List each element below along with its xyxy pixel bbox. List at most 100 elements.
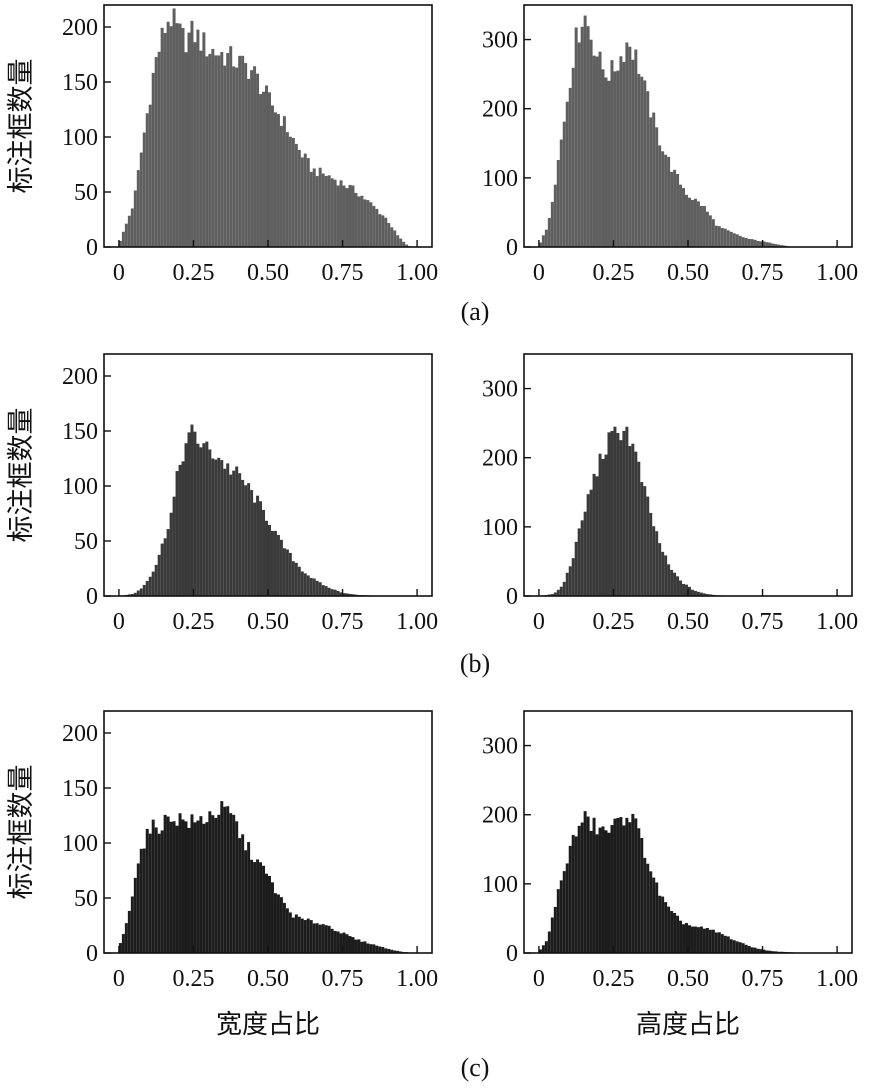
histogram-bar bbox=[205, 822, 209, 953]
histogram-bar bbox=[640, 482, 644, 596]
histogram-bar bbox=[357, 196, 361, 247]
x-tick-label: 0.25 bbox=[592, 609, 634, 635]
histogram-bar bbox=[175, 825, 179, 953]
histogram-bar bbox=[268, 92, 271, 247]
histogram-bar bbox=[753, 947, 757, 953]
histogram-bar bbox=[682, 924, 686, 953]
histogram-bar bbox=[768, 950, 772, 953]
y-axis-label: 标注框数量 bbox=[6, 59, 37, 194]
y-tick-label: 0 bbox=[506, 235, 518, 261]
histogram-bar bbox=[741, 237, 745, 247]
histogram-bar bbox=[396, 235, 400, 247]
histogram-bar bbox=[294, 143, 298, 247]
histogram-bar bbox=[241, 479, 245, 596]
histogram-bar bbox=[181, 461, 185, 596]
histogram-bar bbox=[598, 827, 602, 953]
histogram-bar bbox=[696, 591, 700, 596]
histogram-bar bbox=[381, 947, 385, 953]
y-tick-label: 300 bbox=[482, 28, 518, 54]
histogram-bar bbox=[121, 231, 125, 247]
histogram-bar bbox=[253, 502, 257, 596]
x-tick-label: 0.75 bbox=[322, 609, 364, 635]
y-tick-label: 0 bbox=[86, 941, 98, 967]
histogram-bar bbox=[133, 592, 137, 596]
histogram-bar bbox=[556, 589, 560, 596]
y-axis-label: 标注框数量 bbox=[6, 765, 37, 900]
x-axis-label: 宽度占比 bbox=[216, 1010, 320, 1040]
histogram-bar bbox=[589, 830, 593, 953]
histogram-bar bbox=[661, 551, 665, 596]
histogram-bar bbox=[664, 154, 668, 247]
histogram-bar bbox=[199, 816, 203, 953]
histogram-bar bbox=[318, 582, 322, 596]
histogram-bar bbox=[226, 806, 230, 953]
histogram-bar bbox=[595, 834, 599, 953]
histogram-bar bbox=[339, 180, 343, 247]
histogram-bar bbox=[393, 230, 397, 247]
histogram-bar bbox=[294, 914, 298, 953]
histogram-bar bbox=[640, 76, 644, 248]
histogram-bar bbox=[631, 443, 635, 596]
histogram-bar bbox=[151, 571, 155, 596]
histogram-bar bbox=[664, 902, 668, 953]
histogram-bar bbox=[732, 233, 736, 247]
histogram-bar bbox=[288, 552, 292, 596]
histogram-bar bbox=[387, 948, 391, 953]
histogram-bar bbox=[250, 859, 254, 953]
histogram-bar bbox=[628, 46, 632, 248]
histogram-bar bbox=[214, 459, 218, 596]
histogram-bar bbox=[577, 528, 581, 596]
histogram-bar bbox=[688, 925, 691, 953]
histogram-bar bbox=[699, 205, 703, 247]
histogram-bar bbox=[682, 583, 686, 596]
histogram-bar bbox=[193, 822, 197, 953]
histogram-bar bbox=[565, 101, 569, 247]
histogram-bar bbox=[345, 934, 349, 953]
histogram-bar bbox=[756, 948, 760, 953]
histogram-bar bbox=[589, 39, 593, 248]
histogram-bar bbox=[241, 834, 245, 953]
y-tick-label: 200 bbox=[482, 803, 518, 829]
histogram-bar bbox=[306, 918, 310, 953]
histogram-bar bbox=[229, 474, 233, 596]
histogram-bar bbox=[312, 168, 316, 247]
histogram-bar bbox=[223, 468, 227, 596]
histogram-bar bbox=[247, 483, 251, 596]
histogram-bar bbox=[148, 104, 152, 247]
histogram-bar bbox=[369, 202, 373, 247]
histogram-bar bbox=[279, 539, 283, 596]
histogram-bar bbox=[288, 136, 292, 247]
histogram-bar bbox=[673, 912, 677, 953]
histogram-bar bbox=[568, 87, 572, 248]
histogram-bar bbox=[288, 912, 292, 953]
histogram-bar bbox=[747, 946, 751, 953]
histogram-bar bbox=[705, 927, 709, 953]
x-tick-label: 0 bbox=[533, 609, 545, 635]
histogram-bar bbox=[244, 485, 248, 596]
histogram-bar bbox=[625, 42, 629, 247]
histogram-bar bbox=[300, 571, 304, 596]
x-tick-label: 0.25 bbox=[172, 260, 214, 286]
histogram-bar bbox=[339, 592, 343, 596]
histogram-bar bbox=[690, 589, 694, 596]
y-tick-label: 50 bbox=[74, 529, 98, 555]
histogram-bar bbox=[190, 814, 194, 953]
histogram-bar bbox=[273, 893, 277, 953]
x-tick-label: 0.75 bbox=[742, 609, 784, 635]
histogram-bar bbox=[366, 200, 370, 247]
histogram-bar bbox=[306, 575, 310, 596]
histogram-bar bbox=[696, 201, 700, 247]
histogram-bar bbox=[574, 836, 578, 953]
x-tick-label: 0.25 bbox=[592, 260, 634, 286]
histogram-bar bbox=[399, 238, 403, 247]
histogram-bar bbox=[181, 819, 185, 953]
x-tick-label: 0 bbox=[113, 260, 125, 286]
histogram-bar bbox=[667, 156, 671, 247]
histogram-bar bbox=[538, 242, 542, 247]
histogram-bar bbox=[303, 573, 307, 596]
histogram-bar bbox=[619, 56, 623, 247]
y-tick-label: 150 bbox=[62, 70, 98, 96]
histogram-bar bbox=[577, 42, 581, 247]
histogram-bar bbox=[699, 592, 703, 596]
histogram-bar bbox=[634, 49, 638, 247]
